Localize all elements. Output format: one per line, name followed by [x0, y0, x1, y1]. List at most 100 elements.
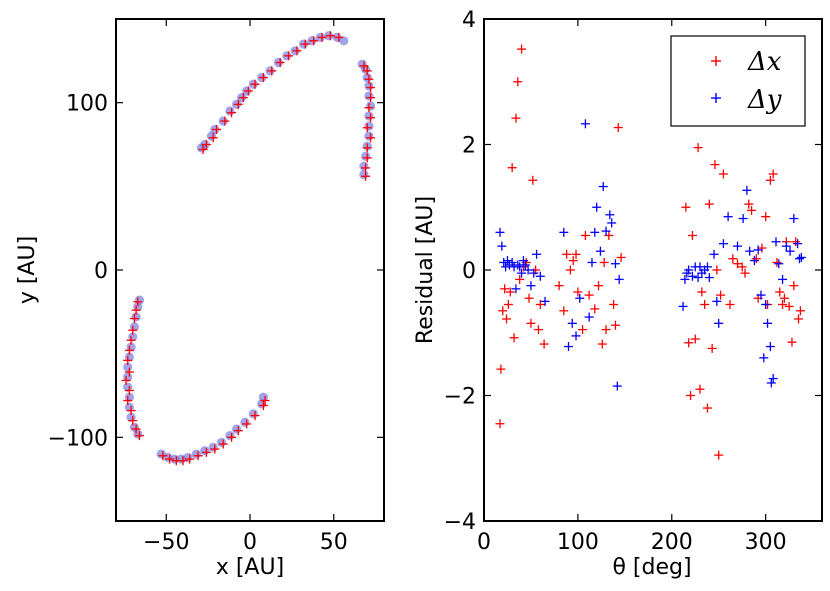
left-series1-point — [362, 153, 372, 163]
left-axes-frame — [115, 18, 385, 522]
right-series0-point — [571, 249, 581, 259]
right-series0-point — [509, 333, 519, 343]
left-series1-point — [359, 61, 369, 71]
right-series0-point — [772, 257, 782, 267]
right-series0-point — [714, 450, 724, 460]
left-series1-point — [366, 133, 376, 143]
left-series1-point — [242, 419, 252, 429]
right-series1-point — [526, 281, 536, 291]
right-series0-point — [710, 160, 720, 170]
left-series0-point — [248, 409, 258, 419]
right-series1-point — [774, 259, 784, 269]
right-series0-point — [784, 301, 794, 311]
right-xtick-label: 200 — [651, 530, 693, 555]
right-series1-point — [785, 246, 795, 256]
right-series1-point — [540, 296, 550, 306]
right-series0-point — [609, 300, 619, 310]
right-series0-point — [697, 287, 707, 297]
right-series1-point — [587, 257, 597, 267]
right-series0-point — [789, 281, 799, 291]
legend-box — [670, 35, 806, 127]
right-series0-point — [601, 325, 611, 335]
right-series0-point — [584, 290, 594, 300]
left-series1-point — [128, 325, 138, 335]
right-panel: 0 100 200 300 −4 −2 0 2 4 Δx Δy θ [deg] Residual… — [413, 8, 823, 580]
right-series0-point — [778, 300, 788, 310]
left-series1-point — [364, 74, 374, 84]
right-series0-point — [718, 169, 728, 179]
right-series1-point — [575, 293, 585, 303]
left-series1-point — [198, 145, 208, 155]
left-series0-point — [225, 106, 235, 116]
left-xtick-label: 0 — [243, 530, 257, 555]
right-series0-point — [610, 320, 620, 330]
right-series1-point — [781, 241, 791, 251]
right-series0-point — [761, 212, 771, 222]
right-series1-point — [745, 246, 755, 256]
legend-label-dy: Δy — [747, 85, 782, 115]
right-series1-point — [704, 273, 714, 283]
right-series1-point — [793, 239, 803, 249]
right-series0-point — [716, 290, 726, 300]
right-series1-point — [695, 262, 705, 272]
right-series0-point — [737, 262, 747, 272]
right-series1-point — [523, 265, 533, 275]
left-series1-point — [212, 124, 221, 134]
right-series1-point — [571, 331, 581, 341]
left-series1-point — [325, 31, 335, 41]
right-series0-point — [751, 254, 761, 264]
right-ytick-label: −2 — [444, 385, 476, 410]
right-series0-point — [747, 205, 757, 215]
right-series0-point — [507, 163, 517, 173]
left-series1-point — [300, 39, 310, 49]
right-series1-point — [702, 262, 712, 272]
left-series0-point — [364, 111, 374, 121]
left-series1-point — [124, 367, 134, 377]
right-series1-point — [709, 249, 719, 259]
left-series1-point — [238, 93, 248, 103]
left-series1-point — [208, 133, 218, 143]
left-series1-point — [275, 58, 285, 68]
right-series0-point — [554, 281, 564, 291]
left-series1-point — [243, 86, 253, 96]
left-series1-point — [131, 305, 141, 315]
right-series1-point — [584, 312, 594, 322]
left-series1-point — [124, 385, 134, 395]
left-series1-point — [126, 406, 136, 416]
left-series1-point — [227, 108, 237, 118]
right-series0-point — [744, 199, 754, 209]
left-series1-point — [250, 411, 260, 421]
right-series0-point — [580, 230, 590, 240]
left-series1-point — [366, 93, 376, 103]
right-series1-point — [501, 262, 511, 272]
left-series1-point — [227, 432, 237, 442]
right-series1-point — [680, 274, 690, 284]
legend-label-dx: Δx — [747, 47, 782, 77]
right-series0-point — [687, 230, 697, 240]
right-series1-point — [771, 237, 781, 247]
left-series1-point — [250, 79, 260, 89]
left-series1-point — [258, 73, 268, 83]
right-series1-point — [511, 284, 521, 294]
right-series0-point — [526, 318, 536, 328]
right-series1-point — [535, 271, 545, 281]
right-series0-point — [559, 306, 569, 316]
right-series0-point — [597, 339, 607, 349]
right-series0-point — [740, 268, 750, 278]
right-series1-point — [518, 256, 528, 266]
left-series0-point — [225, 431, 235, 441]
left-series1-point — [362, 143, 372, 153]
left-series1-point — [126, 335, 136, 345]
right-series0-point — [524, 293, 534, 303]
right-series0-point — [505, 287, 515, 297]
right-series0-point — [686, 391, 696, 400]
left-series0-point — [208, 442, 218, 452]
left-series0-point — [200, 446, 210, 456]
right-series1-point — [515, 262, 525, 272]
right-series1-point — [684, 265, 694, 275]
right-ytick-label: −4 — [444, 510, 476, 535]
left-series1-point — [131, 424, 141, 434]
right-series0-point — [568, 256, 578, 266]
right-series0-point — [578, 325, 588, 335]
left-series0-point — [133, 429, 143, 439]
